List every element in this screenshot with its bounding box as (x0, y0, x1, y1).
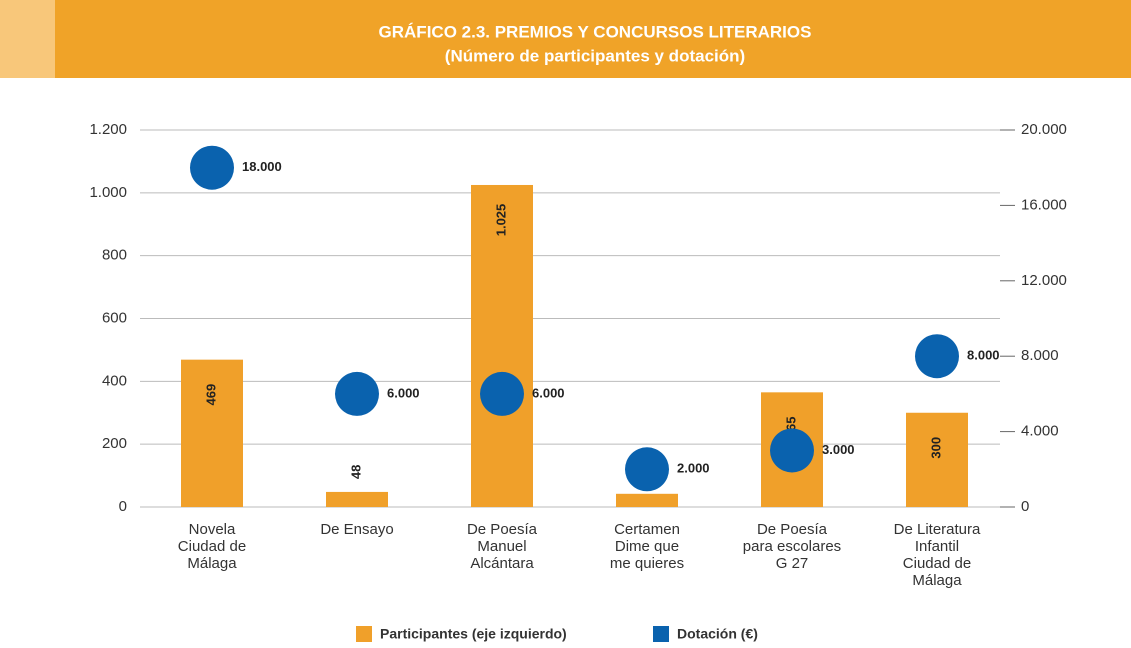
y2-tick-label: 8.000 (1021, 347, 1059, 364)
x-tick-label: Certamen (614, 521, 680, 538)
y-tick-label: 600 (102, 309, 127, 326)
y-tick-label: 1.200 (89, 121, 127, 138)
x-tick-label: Manuel (477, 538, 526, 555)
bar-value-label: 48 (348, 465, 363, 479)
dot (770, 428, 814, 473)
x-tick-label: De Literatura (894, 521, 981, 538)
x-tick-label: Novela (189, 521, 236, 538)
dot-value-label: 18.000 (242, 159, 282, 174)
bar (471, 184, 533, 507)
y-tick-label: 800 (102, 247, 127, 264)
dot-value-label: 6.000 (387, 385, 420, 400)
dot-value-label: 8.000 (967, 348, 1000, 363)
chart-title: GRÁFICO 2.3. PREMIOS Y CONCURSOS LITERAR… (379, 22, 812, 41)
y-tick-label: 1.000 (89, 184, 127, 201)
x-tick-label: Málaga (187, 555, 237, 572)
header-band (0, 0, 1131, 78)
y-tick-label: 400 (102, 372, 127, 389)
x-tick-label: para escolares (743, 538, 841, 555)
dot-value-label: 3.000 (822, 442, 855, 457)
legend-swatch (653, 626, 669, 642)
x-tick-label: Infantil (915, 538, 959, 555)
y2-tick-label: 4.000 (1021, 423, 1059, 440)
x-tick-label: me quieres (610, 555, 684, 572)
dot (335, 371, 379, 416)
header-strip (0, 0, 55, 78)
y2-tick-label: 12.000 (1021, 272, 1067, 289)
x-tick-label: Málaga (912, 572, 962, 589)
x-tick-label: De Poesía (757, 521, 828, 538)
bar-value-label: 1.025 (493, 204, 508, 237)
y-tick-label: 0 (119, 498, 127, 515)
bar (616, 493, 678, 507)
legend-label: Participantes (eje izquierdo) (380, 626, 567, 642)
bar-value-label: 300 (928, 437, 943, 459)
y-tick-label: 200 (102, 435, 127, 452)
y2-tick-label: 20.000 (1021, 121, 1067, 138)
x-tick-label: G 27 (776, 555, 809, 572)
legend-swatch (356, 626, 372, 642)
dot (625, 447, 669, 492)
dot (480, 371, 524, 416)
x-tick-label: De Ensayo (320, 521, 393, 538)
bar (326, 491, 388, 507)
bar (181, 359, 243, 507)
dot (190, 145, 234, 190)
x-tick-label: De Poesía (467, 521, 538, 538)
x-tick-label: Ciudad de (178, 538, 246, 555)
bar-value-label: 469 (203, 384, 218, 406)
x-tick-label: Ciudad de (903, 555, 971, 572)
dot-value-label: 2.000 (677, 461, 710, 476)
x-tick-label: Dime que (615, 538, 679, 555)
y2-tick-label: 16.000 (1021, 196, 1067, 213)
chart-subtitle: (Número de participantes y dotación) (445, 46, 745, 65)
bar (906, 412, 968, 507)
dot-value-label: 6.000 (532, 385, 565, 400)
x-tick-label: Alcántara (470, 555, 534, 572)
y2-tick-label: 0 (1021, 498, 1029, 515)
legend-label: Dotación (€) (677, 626, 758, 642)
dot (915, 334, 959, 379)
